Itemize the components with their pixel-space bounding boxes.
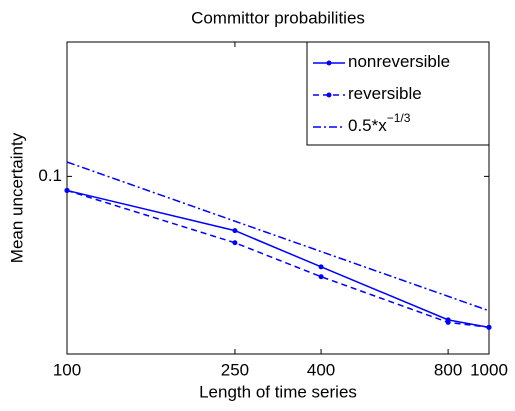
plot-frame [66, 41, 490, 355]
x-tick-label: 800 [434, 360, 462, 379]
y-axis-label: Mean uncertainty [7, 132, 26, 263]
legend-marker [326, 92, 332, 98]
legend-box [306, 41, 490, 146]
legend-label: 0.5*x−1/3 [348, 111, 411, 135]
x-tick-label: 250 [221, 360, 249, 379]
x-tick-label: 1000 [470, 360, 508, 379]
legend-marker [326, 60, 332, 66]
legend-label-text: reversible [348, 84, 422, 103]
legend-label: nonreversible [348, 52, 450, 71]
point [64, 187, 70, 193]
x-tick-label: 400 [307, 360, 335, 379]
legend-label-text: 0.5*x [348, 116, 387, 135]
y-tick-label: 0.1 [38, 166, 62, 185]
legend-label: reversible [348, 84, 422, 103]
point [318, 264, 324, 270]
point [445, 319, 451, 325]
legend-label-text: nonreversible [348, 52, 450, 71]
point [486, 324, 492, 330]
chart-title: Committor probabilities [191, 8, 365, 27]
legend-label-superscript: −1/3 [387, 111, 411, 125]
series-line [66, 161, 490, 312]
point [232, 240, 238, 246]
point [232, 228, 238, 234]
x-axis-label: Length of time series [199, 382, 357, 401]
x-tick-label: 100 [53, 360, 81, 379]
point [318, 274, 324, 280]
